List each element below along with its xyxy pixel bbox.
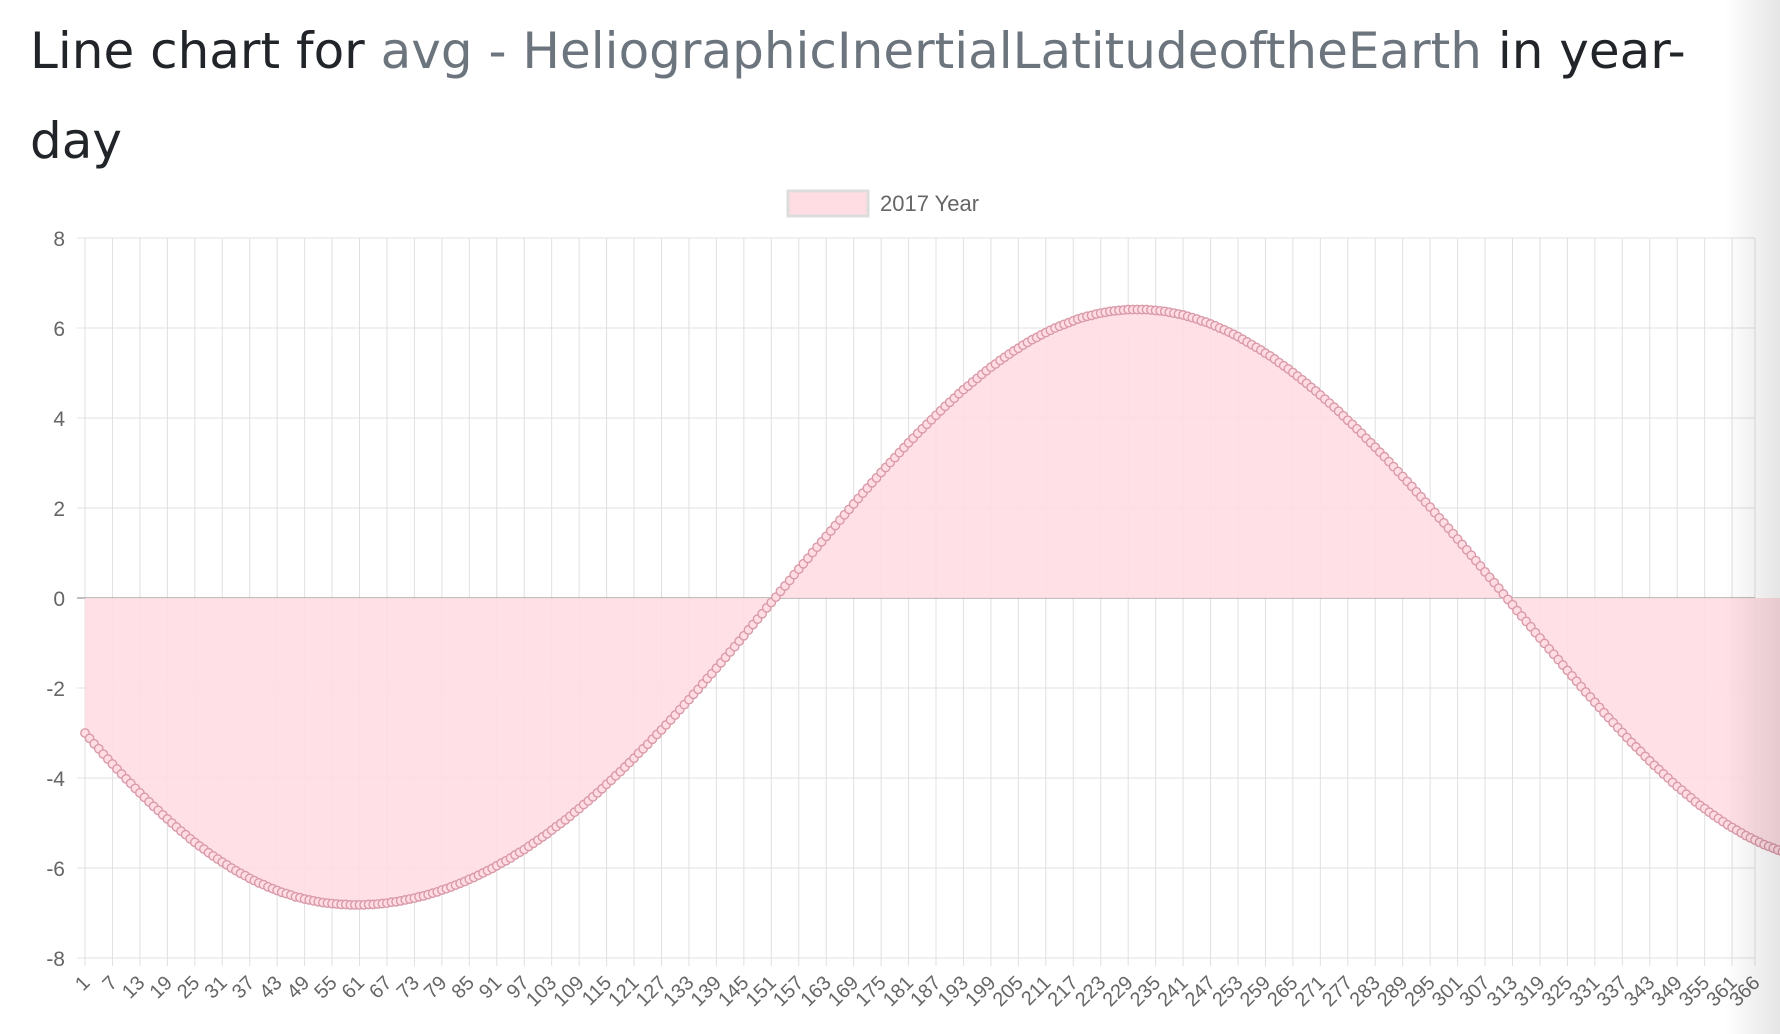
x-tick-label: 1 bbox=[71, 972, 94, 995]
legend[interactable]: 2017 Year bbox=[786, 189, 979, 218]
y-tick-label: 6 bbox=[53, 318, 65, 341]
page-title: Line chart for avg - HeliographicInertia… bbox=[30, 6, 1730, 186]
y-tick-label: -2 bbox=[46, 678, 65, 701]
y-tick-label: -8 bbox=[46, 948, 65, 971]
y-tick-label: 0 bbox=[53, 588, 65, 611]
y-tick-label: -4 bbox=[46, 768, 65, 791]
y-axis-ticks: 8 6 4 2 0 -2 -4 -6 -8 bbox=[46, 228, 65, 971]
y-tick-label: 2 bbox=[53, 498, 65, 521]
line-chart: 8 6 4 2 0 -2 -4 -6 -8 1 7131925313743495561677379… bbox=[46, 189, 1780, 1011]
series-area bbox=[85, 309, 1780, 905]
title-prefix: Line chart for bbox=[30, 22, 381, 80]
title-suffix: in year-day bbox=[30, 22, 1686, 170]
legend-label[interactable]: 2017 Year bbox=[880, 191, 979, 216]
y-tick-label: 8 bbox=[53, 228, 65, 251]
area-layer bbox=[84, 308, 1780, 906]
y-tick-label: -6 bbox=[46, 858, 65, 881]
points-layer bbox=[80, 304, 1780, 910]
legend-swatch[interactable] bbox=[786, 189, 870, 218]
x-axis-ticks: 1 713192531374349556167737985919710310911… bbox=[71, 972, 1764, 1011]
y-tick-label: 4 bbox=[53, 408, 65, 431]
title-metric: avg - HeliographicInertialLatitudeoftheE… bbox=[380, 22, 1482, 80]
x-tick-label: 7 bbox=[99, 972, 122, 995]
